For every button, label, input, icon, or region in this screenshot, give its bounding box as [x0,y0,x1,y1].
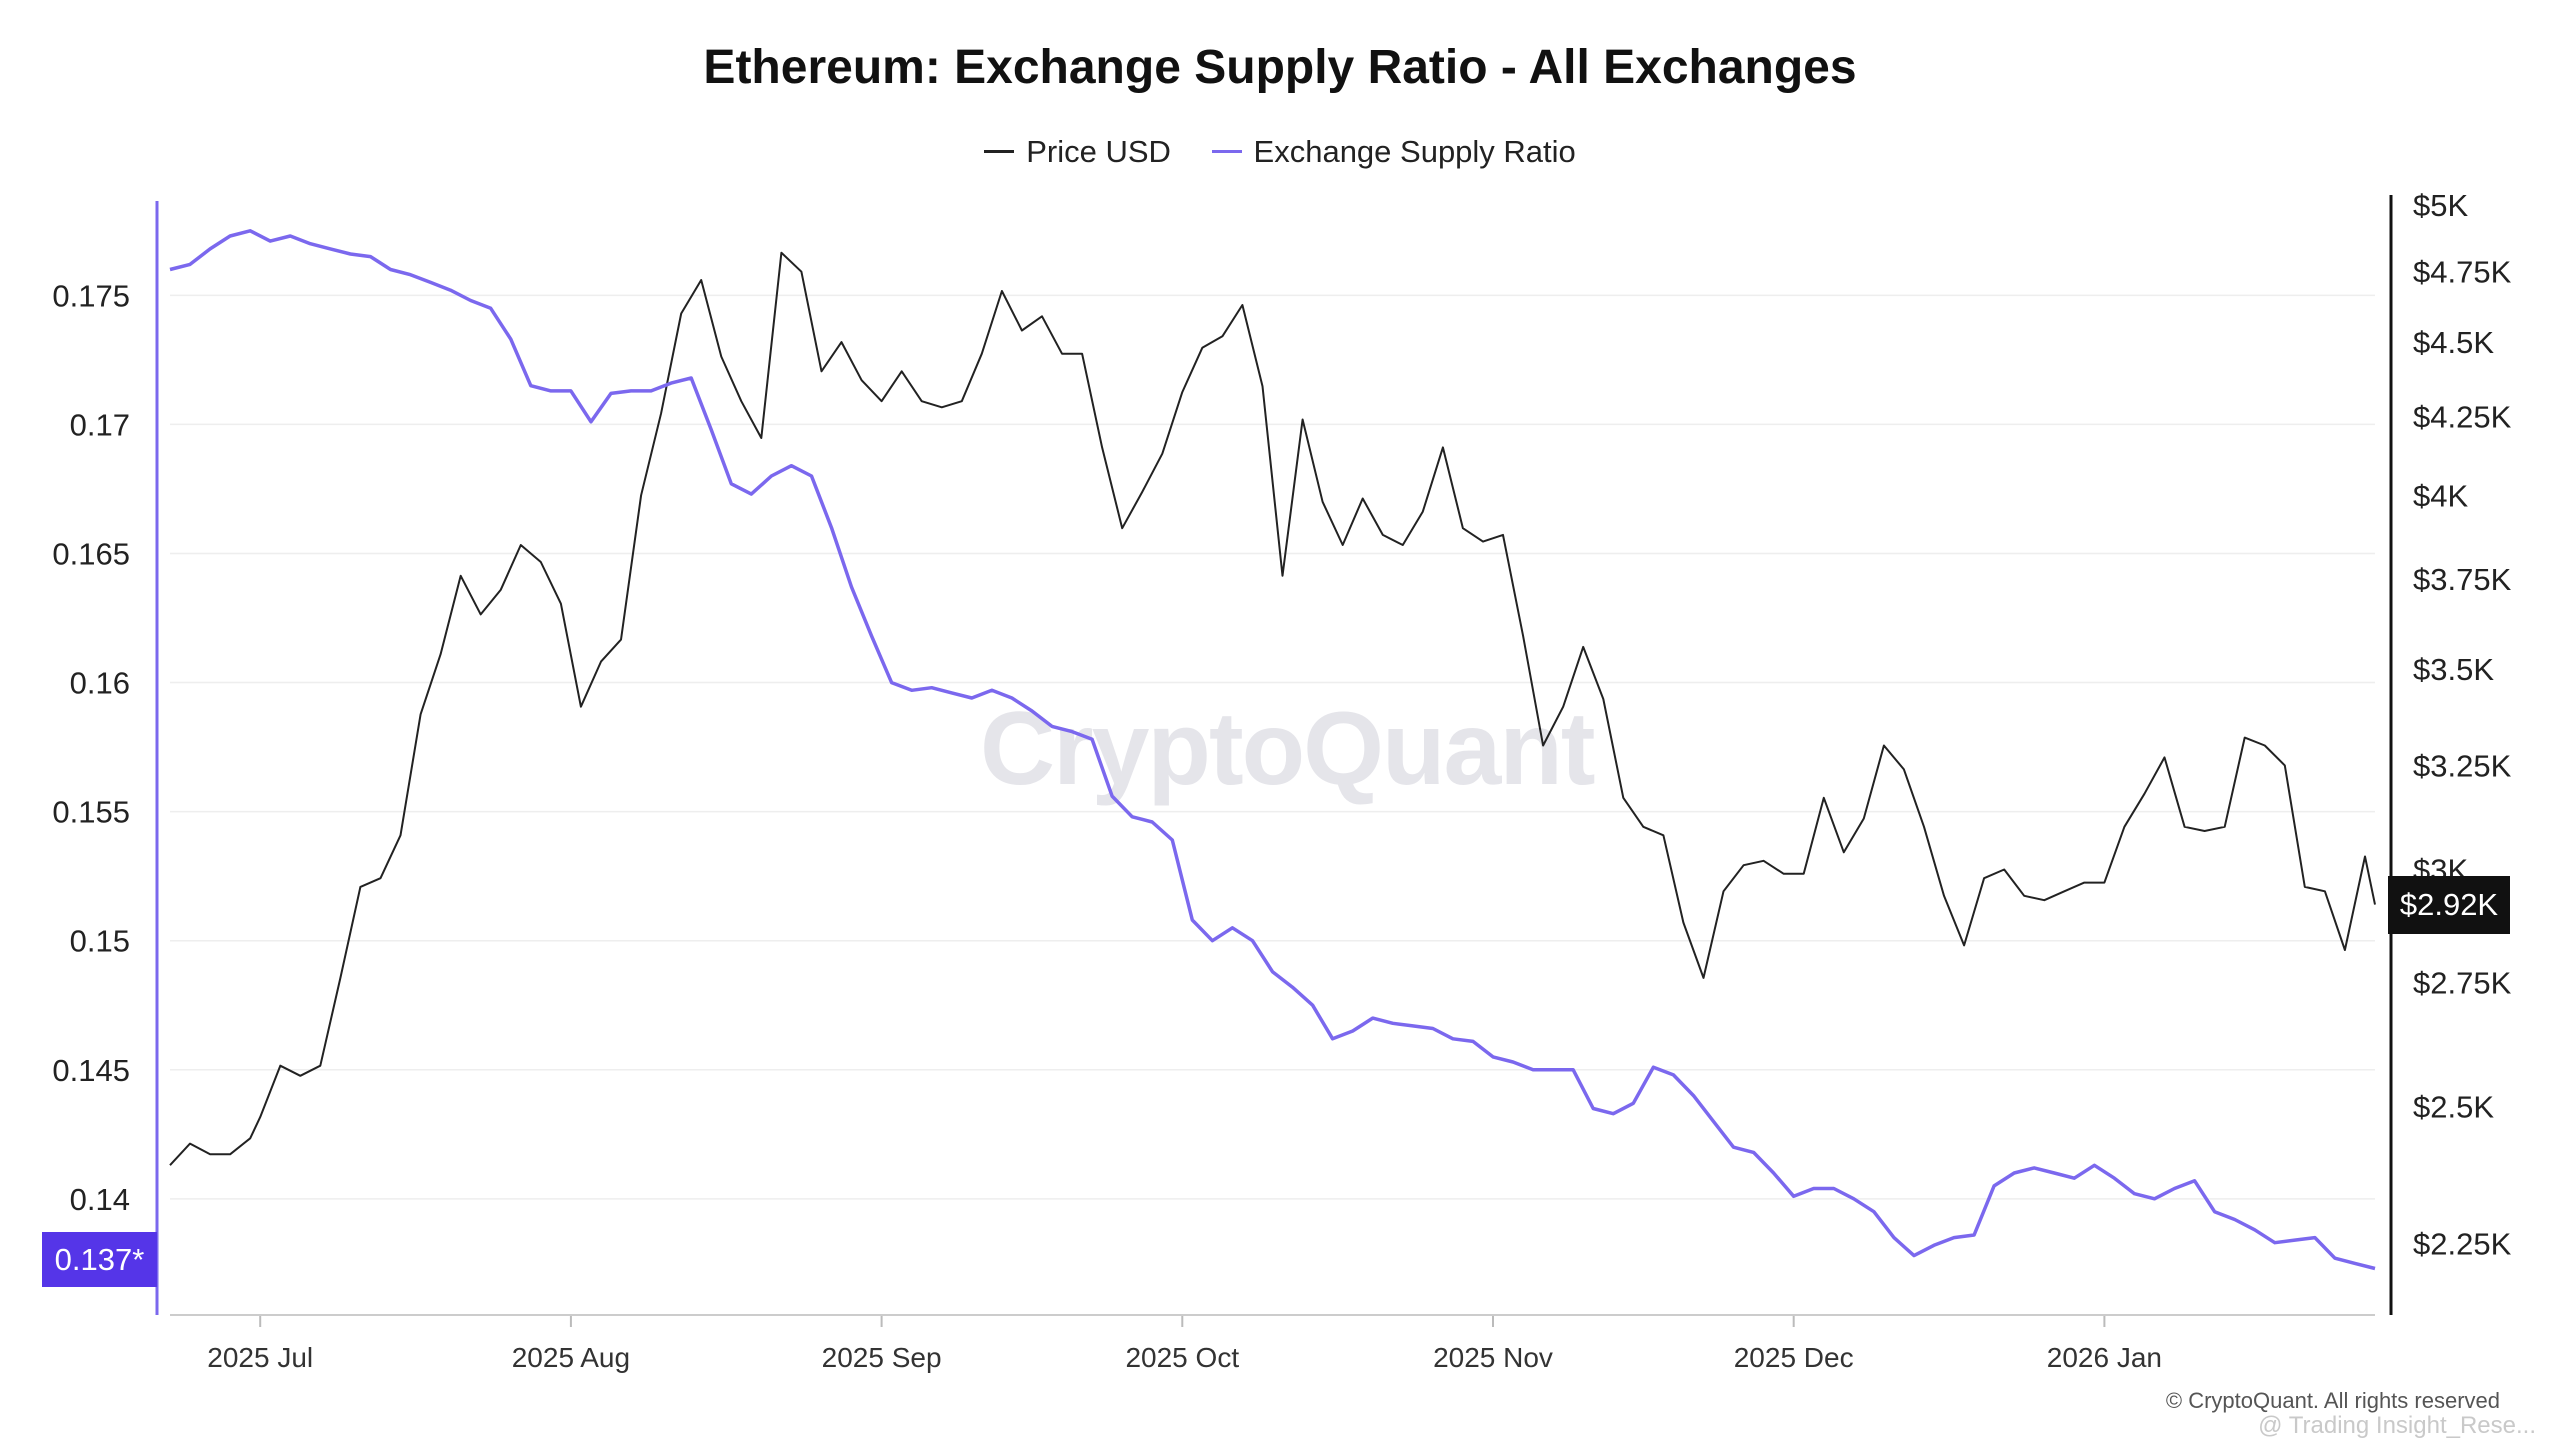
right-axis-tick-label: $4.25K [2413,399,2512,434]
right-axis-tick-label: $2.75K [2413,966,2512,1001]
author-watermark: @ Trading Insight_Rese... [2258,1412,2536,1439]
left-axis-tick-label: 0.175 [52,278,130,313]
right-axis-tick-label: $5K [2413,188,2468,223]
right-axis-tick-label: $4K [2413,478,2468,513]
right-axis-tick-label: $4.5K [2413,325,2494,360]
legend-label-ratio: Exchange Supply Ratio [1253,133,1576,169]
x-axis-tick-label: 2025 Oct [1125,1342,1239,1373]
right-axis-tick-label: $2.5K [2413,1090,2494,1125]
left-axis-tick-label: 0.16 [70,666,130,701]
legend-label-price: Price USD [1026,133,1171,169]
right-axis-tick-label: $3.75K [2413,562,2512,597]
legend-swatch-ratio [1211,150,1242,153]
right-axis-tick-label: $3.25K [2413,748,2512,783]
x-axis-tick-label: 2025 Jul [207,1342,313,1373]
legend-item-ratio[interactable]: Exchange Supply Ratio [1211,133,1576,170]
left-axis-tick-label: 0.145 [52,1053,130,1088]
x-axis-tick-label: 2025 Sep [822,1342,942,1373]
cryptoquant-watermark: CryptoQuant [980,691,1596,807]
x-axis-tick-label: 2025 Dec [1734,1342,1854,1373]
copyright-text: © CryptoQuant. All rights reserved [2165,1388,2500,1413]
right-axis-tick-label: $4.75K [2413,255,2512,290]
legend-swatch-price [984,150,1015,153]
right-axis-tick-label: $3.5K [2413,652,2494,687]
left-axis-tick-label: 0.15 [70,924,130,959]
current-ratio-tag: 0.137* [42,1232,157,1287]
right-axis-tick-label: $2.25K [2413,1227,2512,1262]
current-price-tag: $2.92K [2388,876,2510,934]
price-usd-line[interactable] [169,251,2376,1166]
x-axis-tick-label: 2025 Aug [512,1342,630,1373]
left-axis-tick-label: 0.155 [52,795,130,830]
exchange-supply-ratio-line[interactable] [169,229,2376,1271]
left-axis-tick-label: 0.14 [70,1182,130,1217]
left-axis-tick-label: 0.165 [52,536,130,571]
chart-title: Ethereum: Exchange Supply Ratio - All Ex… [703,41,1857,94]
legend-item-price[interactable]: Price USD [984,134,1171,170]
chart-legend: Price USD Exchange Supply Ratio [0,125,2560,170]
x-axis-tick-label: 2025 Nov [1433,1342,1553,1373]
x-axis-tick-label: 2026 Jan [2047,1342,2162,1373]
left-axis-tick-label: 0.17 [70,407,130,442]
